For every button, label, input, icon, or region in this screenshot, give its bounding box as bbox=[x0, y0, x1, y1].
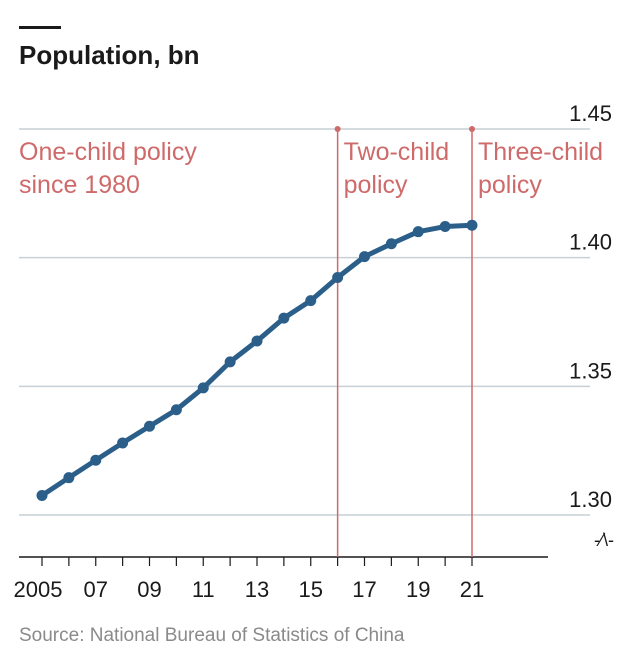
data-point bbox=[466, 219, 478, 231]
data-point bbox=[385, 238, 397, 250]
x-tick-label: 17 bbox=[352, 577, 376, 602]
policy-markers bbox=[334, 126, 475, 557]
data-point bbox=[332, 271, 344, 283]
data-point bbox=[170, 404, 182, 416]
x-tick-label: 21 bbox=[460, 577, 484, 602]
x-tick-label: 07 bbox=[84, 577, 108, 602]
y-axis-labels: 1.30 1.35 1.40 1.45 bbox=[569, 101, 612, 512]
y-tick-label: 1.30 bbox=[569, 487, 612, 512]
x-tick-label: 13 bbox=[245, 577, 269, 602]
annotation-text: policy bbox=[344, 171, 408, 199]
source-note: Source: National Bureau of Statistics of… bbox=[19, 625, 405, 646]
data-point bbox=[251, 335, 263, 347]
data-point bbox=[412, 226, 424, 238]
x-axis-labels: 2005 07 09 11 13 15 17 19 21 bbox=[14, 577, 485, 602]
x-tick-label: 2005 bbox=[14, 577, 63, 602]
chart-title: Population, bn bbox=[19, 40, 200, 70]
data-point bbox=[224, 356, 236, 368]
population-series bbox=[36, 219, 478, 501]
title-rule bbox=[19, 26, 61, 29]
annotation-text: since 1980 bbox=[19, 171, 140, 199]
axis-break-symbol: -⁄\- bbox=[594, 530, 614, 550]
data-point bbox=[359, 251, 370, 263]
annotation-text: One-child policy bbox=[19, 138, 197, 166]
data-point bbox=[36, 489, 48, 501]
population-line bbox=[39, 222, 475, 498]
policy-line-cap bbox=[469, 126, 475, 132]
x-tick-label: 15 bbox=[299, 577, 323, 602]
y-tick-label: 1.45 bbox=[569, 101, 612, 126]
data-point bbox=[278, 312, 290, 324]
data-point bbox=[197, 382, 209, 394]
data-point bbox=[90, 454, 102, 466]
data-point bbox=[63, 472, 75, 484]
y-tick-label: 1.40 bbox=[569, 230, 612, 255]
data-point bbox=[144, 420, 155, 432]
grid-lines bbox=[19, 128, 590, 516]
data-point bbox=[117, 437, 129, 449]
annotation-text: Three-child bbox=[478, 138, 603, 166]
annotations: One-child policy since 1980 Two-child polic… bbox=[19, 138, 603, 199]
x-tick-label: 11 bbox=[192, 577, 215, 602]
policy-line-cap bbox=[334, 126, 341, 132]
data-point bbox=[305, 295, 317, 307]
annotation-text: policy bbox=[478, 171, 542, 199]
data-point bbox=[439, 221, 451, 233]
x-axis bbox=[19, 556, 548, 566]
annotation-text: Two-child bbox=[344, 138, 450, 166]
y-tick-label: 1.35 bbox=[569, 358, 612, 383]
x-tick-label: 19 bbox=[406, 577, 430, 602]
x-tick-label: 09 bbox=[137, 577, 161, 602]
